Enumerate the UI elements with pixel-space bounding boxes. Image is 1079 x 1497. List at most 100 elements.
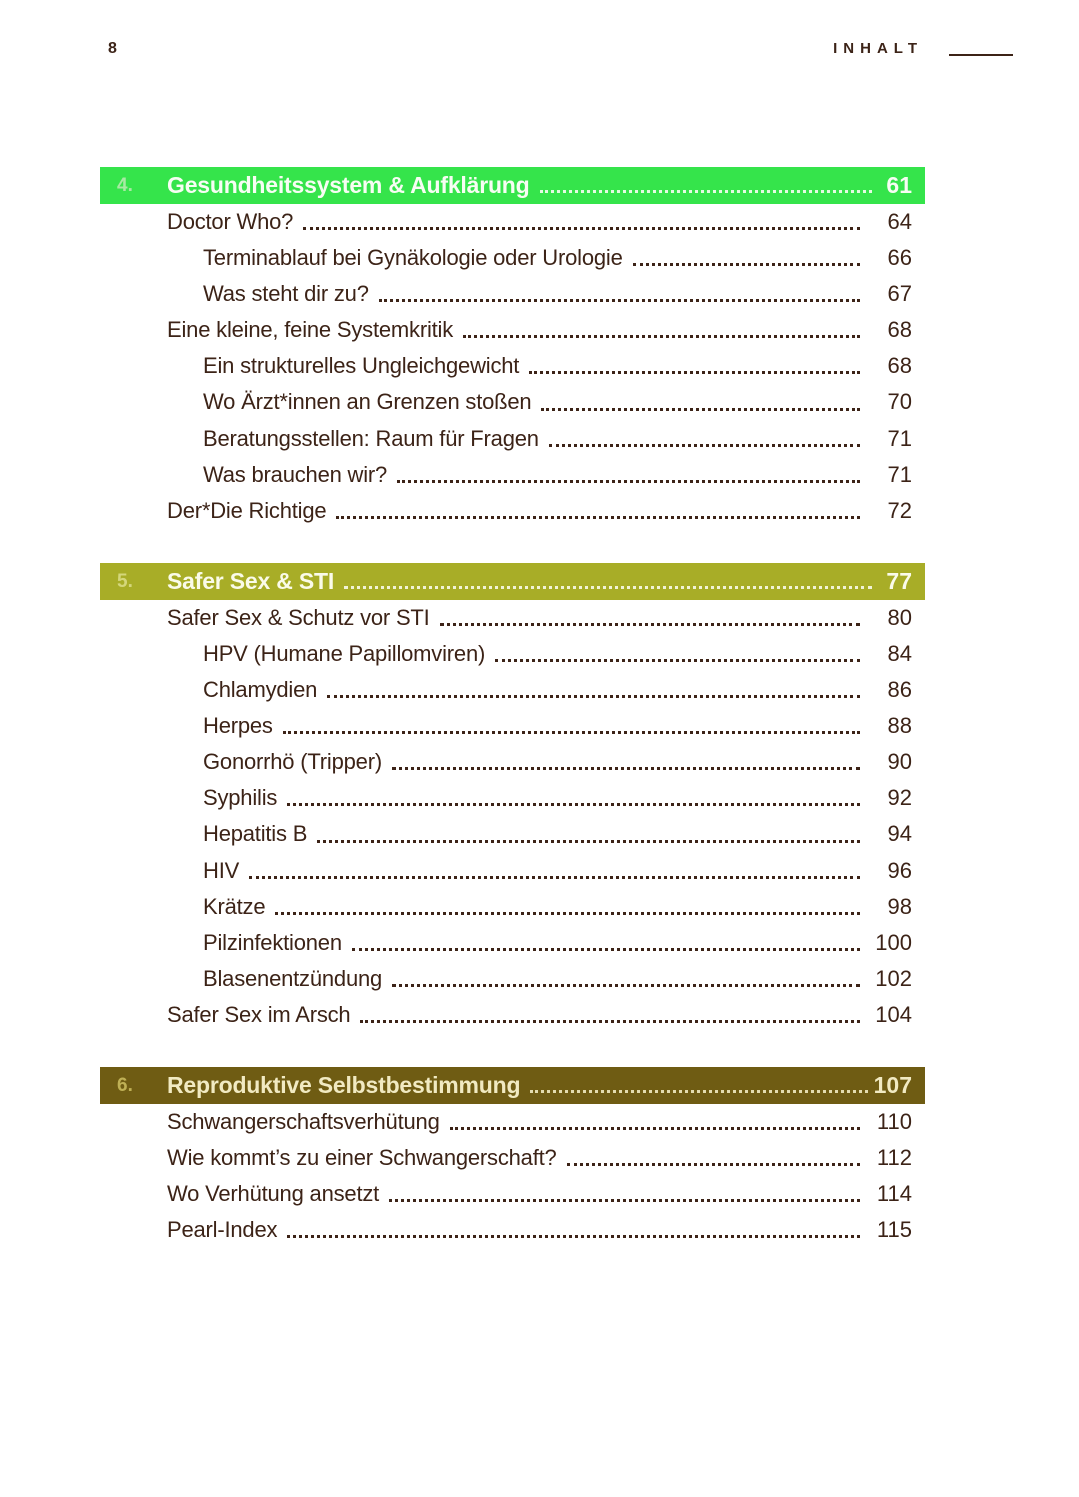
toc-entry-label: Safer Sex im Arsch [167,1001,351,1027]
section-title: Gesundheitssystem & Aufklärung [167,172,530,198]
section-page-number: 77 [886,567,912,594]
toc-entry: Herpes 88 [100,708,925,744]
toc-entry: Blasenentzündung 102 [100,961,925,997]
toc-entry-label: Was steht dir zu? [203,281,369,307]
toc-entry: Doctor Who? 64 [100,204,925,240]
dot-leader [351,947,860,951]
page-number: 8 [108,40,118,57]
toc-entry: Ein strukturelles Ungleichgewicht 68 [100,348,925,384]
dot-leader [449,1127,860,1131]
section-title: Reproduktive Selbstbestimmung [167,1071,521,1098]
dot-leader [397,479,860,483]
section-band: 5. Safer Sex & STI 77 [100,562,925,600]
dot-leader [344,585,872,589]
toc-entry-page-number: 110 [876,1108,912,1134]
toc-entry-label: Wie kommt’s zu einer Schwangerschaft? [167,1145,557,1171]
toc-entry-label: Blasenentzündung [203,965,383,991]
section-entries: Schwangerschaftsverhütung 110 Wie kommt’… [100,1104,925,1248]
dot-leader [463,335,860,339]
toc-entry-page-number: 98 [887,893,912,919]
toc-entry: Terminablauf bei Gynäkologie oder Urolog… [100,240,925,276]
toc-entry-page-number: 84 [887,640,912,666]
toc-entry: Chlamydien 86 [100,672,925,708]
section-entries: Safer Sex & Schutz vor STI 80 HPV (Human… [100,600,925,1033]
toc-entry-label: HIV [203,857,240,883]
toc-entry-label: Der*Die Richtige [167,497,327,523]
toc-entry-page-number: 96 [887,857,912,883]
dot-leader [632,263,860,267]
toc-entry-page-number: 70 [887,389,912,415]
toc-entry-label: HPV (Humane Papillomviren) [203,640,486,666]
toc-entry-label: Wo Ärzt*innen an Grenzen stoßen [203,389,532,415]
toc-entry: Schwangerschaftsverhütung 110 [100,1104,925,1140]
toc-entry-page-number: 68 [887,353,912,379]
dot-leader [336,515,860,519]
section-number: 5. [117,570,133,592]
header-rule [949,53,1013,56]
toc-entry-page-number: 86 [887,677,912,703]
dot-leader [317,839,860,843]
dot-leader [287,803,860,807]
toc-entry-label: Ein strukturelles Ungleichgewicht [203,353,520,379]
toc-entry-label: Herpes [203,713,273,739]
toc-entry-label: Wo Verhütung ansetzt [167,1181,380,1207]
running-head: INHALT [833,40,1013,57]
toc-entry-page-number: 71 [887,425,912,451]
dot-leader [389,1199,860,1203]
toc-entry: Krätze 98 [100,889,925,925]
toc-entry: Der*Die Richtige 72 [100,493,925,529]
toc-entry-label: Krätze [203,893,266,919]
toc-entry: Wo Verhütung ansetzt 114 [100,1176,925,1212]
toc-entry: Safer Sex im Arsch 104 [100,997,925,1033]
dot-leader [495,659,860,663]
toc-entry-page-number: 90 [887,749,912,775]
toc-entry: Wie kommt’s zu einer Schwangerschaft? 11… [100,1140,925,1176]
section-number: 6. [117,1074,133,1096]
toc-entry-page-number: 112 [876,1145,912,1171]
toc-entry-label: Pearl-Index [167,1217,278,1243]
toc-entry-label: Pilzinfektionen [203,929,342,955]
toc-entry-page-number: 64 [887,209,912,234]
toc-entry-label: Gonorrhö (Tripper) [203,749,382,775]
toc-entry-label: Was brauchen wir? [203,461,388,487]
toc-entry: Eine kleine, feine Systemkritik 68 [100,312,925,348]
toc-entry-page-number: 92 [887,785,912,811]
running-head-label: INHALT [833,40,923,57]
section-band: 6. Reproduktive Selbstbestimmung 107 [100,1066,925,1104]
dot-leader [392,983,860,987]
toc-entry: Syphilis 92 [100,780,925,816]
table-of-contents: 4. Gesundheitssystem & Aufklärung 61 Doc… [100,167,925,1248]
toc-entry-label: Safer Sex & Schutz vor STI [167,604,430,630]
dot-leader [539,190,872,193]
dot-leader [541,407,860,411]
dot-leader [275,911,860,915]
toc-entry-page-number: 80 [887,604,912,630]
dot-leader [360,1019,860,1023]
section-page-number: 61 [886,172,912,198]
dot-leader [287,1235,860,1239]
toc-section: 5. Safer Sex & STI 77 Safer Sex & Schutz… [100,562,925,1033]
section-entries: Doctor Who? 64 Terminablauf bei Gynäkolo… [100,204,925,529]
dot-leader [439,622,860,626]
toc-entry: Hepatitis B 94 [100,816,925,852]
toc-entry: Pearl-Index 115 [100,1212,925,1248]
dot-leader [566,1163,860,1167]
toc-entry-page-number: 67 [887,281,912,307]
toc-section: 6. Reproduktive Selbstbestimmung 107 Sch… [100,1066,925,1248]
toc-entry: Pilzinfektionen 100 [100,925,925,961]
toc-entry-label: Terminablauf bei Gynäkologie oder Urolog… [203,245,623,271]
toc-entry-page-number: 100 [875,929,912,955]
toc-entry-label: Syphilis [203,785,278,811]
section-number: 4. [117,175,133,196]
section-page-number: 107 [873,1071,912,1098]
toc-entry: HPV (Humane Papillomviren) 84 [100,636,925,672]
section-band: 4. Gesundheitssystem & Aufklärung 61 [100,167,925,204]
dot-leader [529,371,860,375]
dot-leader [378,299,860,303]
dot-leader [327,695,860,699]
toc-entry-label: Eine kleine, feine Systemkritik [167,317,454,343]
toc-entry: Wo Ärzt*innen an Grenzen stoßen 70 [100,384,925,420]
toc-entry-page-number: 102 [875,965,912,991]
toc-entry-page-number: 71 [887,461,912,487]
